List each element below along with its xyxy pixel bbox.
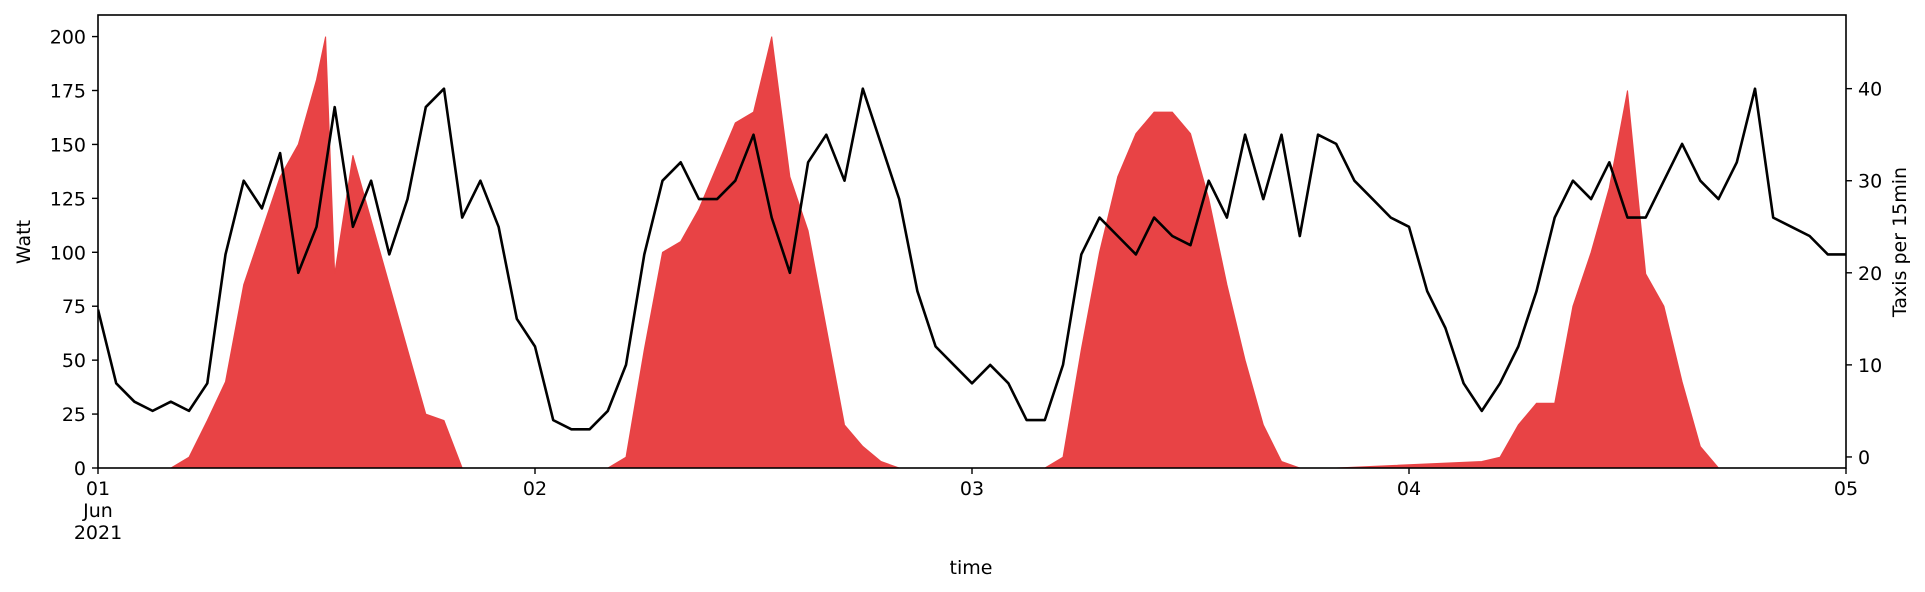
- x-tick-sublabel: Jun: [82, 500, 113, 522]
- x-tick-label: 04: [1397, 478, 1421, 500]
- plot-area: [98, 36, 1846, 468]
- y-left-tick-label: 150: [50, 134, 86, 156]
- y-left-tick-label: 0: [74, 458, 86, 480]
- y-right-tick-label: 0: [1858, 447, 1870, 469]
- y-left-tick-label: 25: [62, 404, 86, 426]
- y-axis-left: 0 25 50 75 100 125 150 175 200: [50, 27, 98, 480]
- y-left-tick-label: 200: [50, 27, 86, 49]
- y-right-axis-label: Taxis per 15min: [1889, 167, 1911, 318]
- x-tick-label: 03: [960, 478, 984, 500]
- y-left-axis-label: Watt: [13, 220, 35, 264]
- x-tick-label: 05: [1834, 478, 1858, 500]
- line-series-path: [98, 87, 1846, 431]
- x-tick-sublabel: 2021: [74, 522, 122, 544]
- y-right-tick-label: 10: [1858, 355, 1882, 377]
- y-right-tick-label: 20: [1858, 263, 1882, 285]
- area-series-path: [98, 36, 1846, 468]
- y-left-tick-label: 125: [50, 188, 86, 210]
- solar-area-series: [98, 36, 1846, 468]
- y-left-tick-label: 50: [62, 350, 86, 372]
- x-tick-label: 01: [86, 478, 110, 500]
- y-left-tick-label: 100: [50, 242, 86, 264]
- y-right-tick-label: 30: [1858, 171, 1882, 193]
- x-tick-label: 02: [523, 478, 547, 500]
- y-axis-right: 0 10 20 30 40: [1846, 79, 1882, 469]
- y-left-tick-label: 175: [50, 81, 86, 103]
- y-right-tick-label: 40: [1858, 79, 1882, 101]
- y-left-tick-label: 75: [62, 296, 86, 318]
- taxi-line-series: [98, 87, 1846, 431]
- x-axis-label: time: [950, 557, 993, 579]
